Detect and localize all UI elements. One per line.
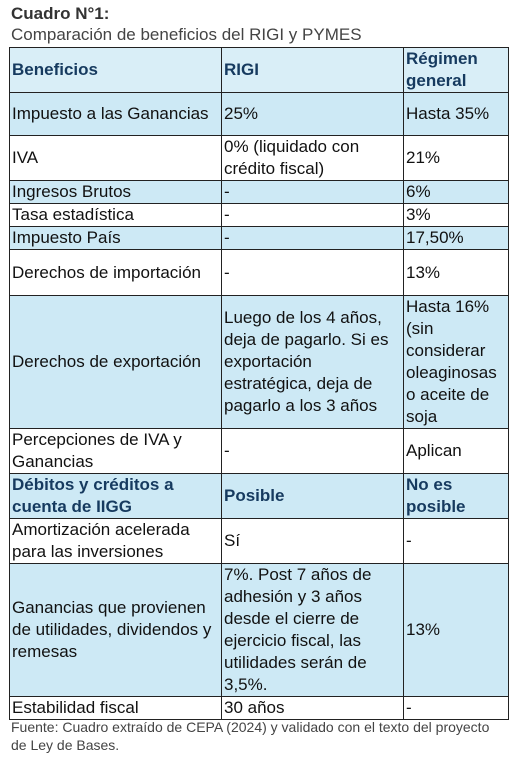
column-header: Beneficios: [9, 47, 222, 93]
table-cell: -: [221, 226, 404, 250]
table-cell: Posible: [221, 473, 404, 519]
table-cell: 7%. Post 7 años de adhesión y 3 años des…: [221, 563, 404, 697]
table-cell: 30 años: [221, 696, 404, 720]
table-row: Débitos y créditos a cuenta de IIGG Posib…: [9, 473, 509, 519]
table-row: Estabilidad fiscal 30 años -: [9, 696, 509, 720]
table-cell: 13%: [403, 563, 509, 697]
table-row: Percepciones de IVA y Ganancias - Aplican: [9, 428, 509, 474]
column-header: Régimen general: [403, 47, 509, 93]
table-cell: No es posible: [403, 473, 509, 519]
table-cell: 6%: [403, 180, 509, 204]
column-header: RIGI: [221, 47, 404, 93]
table-cell: Ingresos Brutos: [9, 180, 222, 204]
table-row: Derechos de importación -13%: [9, 249, 509, 296]
table-row: Amortización acelerada para las inversio…: [9, 518, 509, 564]
table-row: IVA 0% (liquidado con crédito fiscal) 21%: [9, 135, 509, 181]
table-cell: 25%: [221, 92, 404, 136]
table-row: Tasa estadística -3%: [9, 203, 509, 227]
table-cell: -: [403, 696, 509, 720]
table-cell: 17,50%: [403, 226, 509, 250]
table-cell: Estabilidad fiscal: [9, 696, 222, 720]
table-cell: Hasta 16% (sin considerar oleaginosas o …: [403, 295, 509, 429]
comparison-table: Beneficios RIGI Régimen general Impuesto a…: [9, 47, 509, 720]
table-cell: 21%: [403, 135, 509, 181]
title: Cuadro N°1:: [11, 4, 110, 23]
footer: Fuente: Cuadro extraído de CEPA (2024) y…: [11, 719, 490, 753]
table-cell: Hasta 35%: [403, 92, 509, 136]
table-cell: -: [403, 518, 509, 564]
table-cell: Derechos de importación: [9, 249, 222, 296]
table-cell: -: [221, 249, 404, 296]
table-cell: -: [221, 203, 404, 227]
table-cell: -: [221, 180, 404, 204]
table-cell: Impuesto País: [9, 226, 222, 250]
table-cell: Ganancias que provienen de utilidades, d…: [9, 563, 222, 697]
table-row: Impuesto País -17,50%: [9, 226, 509, 250]
table-cell: 0% (liquidado con crédito fiscal): [221, 135, 404, 181]
table-row: Ingresos Brutos -6%: [9, 180, 509, 204]
table-cell: Débitos y créditos a cuenta de IIGG: [9, 473, 222, 519]
table-cell: Percepciones de IVA y Ganancias: [9, 428, 222, 474]
table-cell: Amortización acelerada para las inversio…: [9, 518, 222, 564]
table-cell: Derechos de exportación: [9, 295, 222, 429]
table-cell: Impuesto a las Ganancias: [9, 92, 222, 136]
table-body: Impuesto a las Ganancias 25% Hasta 35% IVA 0…: [9, 92, 509, 720]
table-cell: Aplican: [403, 428, 509, 474]
table-cell: Sí: [221, 518, 404, 564]
table-row: Derechos de exportación Luego de los 4 añ…: [9, 295, 509, 429]
table-cell: Luego de los 4 años, deja de pagarlo. Si…: [221, 295, 404, 429]
table-row: Impuesto a las Ganancias 25% Hasta 35%: [9, 92, 509, 136]
table-row: Ganancias que provienen de utilidades, d…: [9, 563, 509, 697]
table-cell: -: [221, 428, 404, 474]
table-cell: Tasa estadística: [9, 203, 222, 227]
subtitle: Comparación de beneficios del RIGI y PYM…: [11, 25, 362, 44]
table-cell: 3%: [403, 203, 509, 227]
table-cell: 13%: [403, 249, 509, 296]
table-cell: IVA: [9, 135, 222, 181]
header-row: Beneficios RIGI Régimen general: [9, 47, 509, 93]
